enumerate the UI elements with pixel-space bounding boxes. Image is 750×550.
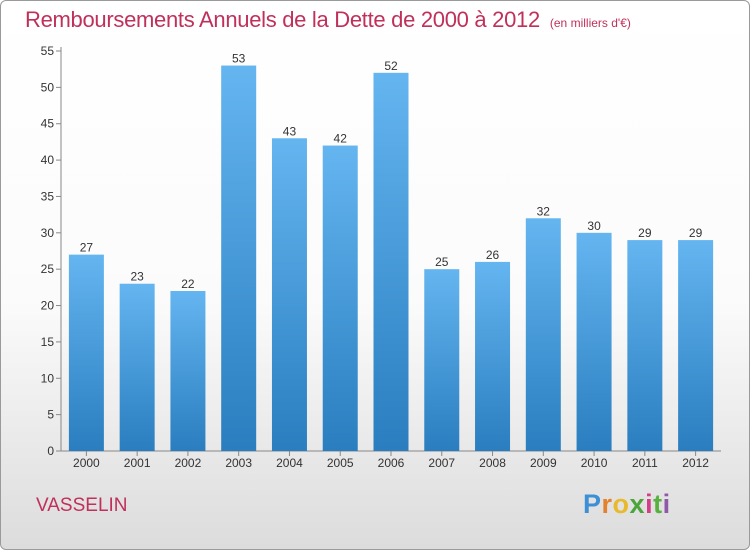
bar-2010	[576, 232, 612, 451]
x-tick-label: 2010	[581, 456, 608, 470]
x-axis: 2000 2001 2002 2003 2004 2005 2006 2007 2008 2009…	[61, 450, 721, 470]
place-name: VASSELIN	[36, 495, 128, 516]
data-labels: 27 23 22 53 43 42 52 25 26 32 30 29 29	[80, 52, 703, 291]
x-tick-label: 2011	[632, 456, 658, 470]
brand-logo: Proxiti	[583, 489, 671, 520]
bar-2009	[525, 218, 561, 451]
x-tick-label: 2007	[428, 456, 455, 470]
data-label-2006: 52	[384, 59, 398, 73]
y-axis: 0 5 10 15 20 25 30 35 40 45 50 55	[41, 44, 62, 458]
y-tick-label: 25	[41, 262, 55, 276]
y-tick-label: 5	[47, 408, 54, 422]
brand-letter: P	[583, 489, 602, 519]
data-label-2000: 27	[80, 241, 94, 255]
x-tick-label: 2003	[225, 456, 252, 470]
chart-title-text: Remboursements Annuels de la Dette de 20…	[25, 7, 540, 32]
x-tick-label: 2001	[124, 456, 151, 470]
bar-2011	[627, 240, 663, 451]
data-label-2002: 22	[181, 277, 195, 291]
y-tick-label: 15	[41, 335, 55, 349]
y-tick-label: 10	[41, 371, 55, 385]
y-tick-label: 35	[41, 189, 55, 203]
y-tick-label: 40	[41, 153, 55, 167]
bar-2003	[221, 65, 257, 451]
brand-letter: i	[645, 489, 654, 519]
x-tick-label: 2008	[479, 456, 506, 470]
data-label-2010: 30	[587, 219, 601, 233]
x-tick-label: 2002	[175, 456, 202, 470]
data-label-2007: 25	[435, 255, 449, 269]
y-tick-label: 30	[41, 226, 55, 240]
x-tick-label: 2005	[327, 456, 354, 470]
x-tick-label: 2004	[276, 456, 303, 470]
bar-2007	[424, 269, 460, 451]
y-tick-label: 0	[47, 444, 54, 458]
x-tick-label: 2006	[378, 456, 405, 470]
brand-letter: o	[612, 489, 630, 519]
data-label-2004: 43	[283, 124, 297, 138]
bar-2001	[119, 283, 155, 451]
brand-letter: r	[601, 489, 613, 519]
y-tick-label: 50	[41, 80, 55, 94]
chart-subtitle: (en milliers d'€)	[549, 16, 631, 30]
y-tick-label: 45	[41, 117, 55, 131]
data-label-2008: 26	[486, 248, 500, 262]
x-tick-label: 2009	[530, 456, 557, 470]
data-label-2003: 53	[232, 52, 246, 66]
x-tick-label: 2012	[682, 456, 709, 470]
bar-2000	[68, 254, 104, 451]
bar-2012	[678, 240, 714, 451]
brand-letter: t	[653, 489, 663, 519]
y-tick-label: 20	[41, 299, 55, 313]
data-label-2001: 23	[130, 270, 144, 284]
bar-2004	[271, 138, 307, 452]
brand-letter: i	[662, 489, 671, 519]
chart-title: Remboursements Annuels de la Dette de 20…	[25, 7, 631, 33]
bar-2002	[170, 291, 206, 451]
bar-2006	[373, 72, 409, 452]
data-label-2005: 42	[334, 132, 348, 146]
bar-2008	[475, 261, 511, 451]
bar-2005	[322, 145, 358, 451]
bars	[68, 65, 714, 452]
data-label-2012: 29	[689, 226, 703, 240]
data-label-2011: 29	[638, 226, 652, 240]
brand-letter: x	[629, 489, 646, 519]
y-tick-label: 55	[41, 44, 55, 58]
data-label-2009: 32	[537, 204, 551, 218]
x-tick-label: 2000	[73, 456, 100, 470]
